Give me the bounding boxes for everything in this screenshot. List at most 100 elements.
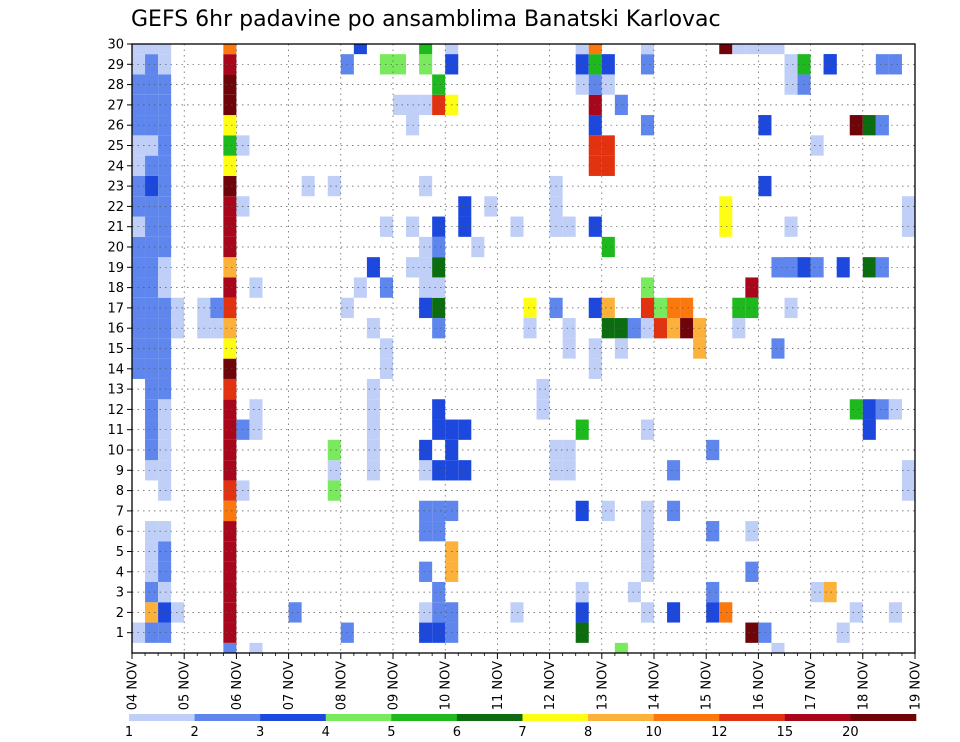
heatmap-cell <box>771 44 785 55</box>
heatmap-cell <box>680 297 694 319</box>
heatmap-cell <box>810 581 824 603</box>
y-tick-label: 6 <box>116 525 124 540</box>
heatmap-cell <box>575 602 589 623</box>
heatmap-cell <box>223 175 237 197</box>
heatmap-cell <box>432 581 446 603</box>
heatmap-cell <box>223 480 237 501</box>
heatmap-cell <box>158 115 172 136</box>
heatmap-cell <box>145 236 159 258</box>
heatmap-cell <box>223 44 237 55</box>
y-tick-label: 19 <box>107 261 124 276</box>
y-tick-label: 28 <box>107 78 124 93</box>
heatmap-cell <box>432 622 446 643</box>
heatmap-cell <box>366 318 380 339</box>
y-tick-label: 22 <box>107 200 124 215</box>
heatmap-cell <box>210 318 224 339</box>
heatmap-cell <box>536 378 550 400</box>
heatmap-cell <box>849 399 863 420</box>
heatmap-cell <box>640 44 654 55</box>
heatmap-cell <box>523 318 537 339</box>
heatmap-cell <box>145 419 159 440</box>
heatmap-cell <box>145 460 159 481</box>
heatmap-cell <box>419 439 433 461</box>
heatmap-cell <box>223 521 237 542</box>
heatmap-cell <box>366 419 380 440</box>
heatmap-cell <box>706 581 720 603</box>
heatmap-cell <box>171 602 185 623</box>
heatmap-cell <box>145 94 159 116</box>
heatmap-cell <box>745 561 759 582</box>
colorbar-label: 3 <box>256 725 264 740</box>
heatmap-cell <box>419 94 433 116</box>
heatmap-cell <box>366 439 380 461</box>
heatmap-cell <box>745 44 759 55</box>
y-tick-label: 24 <box>107 159 124 174</box>
heatmap-cell <box>158 439 172 461</box>
heatmap-cell <box>810 257 824 278</box>
heatmap-cell <box>640 297 654 319</box>
heatmap-cell <box>158 277 172 298</box>
heatmap-cell <box>784 74 798 95</box>
heatmap-cell <box>419 175 433 197</box>
x-tick-label: 09 NOV <box>387 661 402 710</box>
heatmap-cell <box>667 318 681 339</box>
heatmap-cell <box>366 460 380 481</box>
heatmap-cell <box>419 500 433 522</box>
colorbar: 1 2 3 4 5 6 7 8 10 12 15 20 <box>125 714 917 740</box>
heatmap-cell <box>145 297 159 319</box>
heatmap-cell <box>419 602 433 623</box>
colorbar-swatch <box>719 714 786 721</box>
heatmap-cell <box>419 277 433 298</box>
heatmap-cell <box>327 460 341 481</box>
heatmap-cell <box>732 318 746 339</box>
heatmap-cell <box>432 419 446 440</box>
heatmap-cell <box>510 216 524 237</box>
heatmap-cell <box>575 581 589 603</box>
heatmap-cell <box>562 318 576 339</box>
heatmap-cell <box>288 602 302 623</box>
x-tick-label: 16 NOV <box>752 661 767 710</box>
colorbar-swatch <box>194 714 261 721</box>
heatmap-cell <box>432 318 446 339</box>
y-tick-label: 14 <box>107 362 124 377</box>
y-tick-label: 18 <box>107 281 124 296</box>
y-tick-label: 17 <box>107 301 124 316</box>
y-tick-label: 20 <box>107 241 124 256</box>
heatmap-cell <box>145 74 159 95</box>
y-tick-label: 7 <box>116 504 124 519</box>
heatmap-cell <box>445 44 459 55</box>
heatmap-cell <box>432 216 446 237</box>
heatmap-cell <box>823 54 837 75</box>
heatmap-cell <box>249 277 263 298</box>
heatmap-cell <box>745 622 759 643</box>
y-tick-label: 21 <box>107 220 124 235</box>
heatmap-cell <box>327 175 341 197</box>
heatmap-cell <box>223 135 237 156</box>
heatmap-cell <box>601 500 615 522</box>
heatmap-cell <box>158 236 172 258</box>
y-tick-label: 23 <box>107 180 124 195</box>
heatmap-cell <box>145 602 159 623</box>
heatmap-cell <box>158 480 172 501</box>
heatmap-cell <box>640 277 654 298</box>
heatmap-cell <box>223 602 237 623</box>
heatmap-cell <box>575 419 589 440</box>
heatmap-cell <box>784 257 798 278</box>
heatmap-cell <box>745 297 759 319</box>
heatmap-cell <box>223 155 237 176</box>
colorbar-label: 8 <box>584 725 592 740</box>
y-tick-label: 5 <box>116 545 124 560</box>
y-tick-label: 9 <box>116 464 124 479</box>
heatmap-cell <box>210 297 224 319</box>
heatmap-cell <box>158 74 172 95</box>
heatmap-cell <box>158 561 172 582</box>
colorbar-label: 4 <box>322 725 330 740</box>
heatmap-cell <box>745 521 759 542</box>
heatmap-cell <box>614 338 628 359</box>
heatmap-cell <box>158 94 172 116</box>
heatmap-cell <box>223 460 237 481</box>
heatmap-cell <box>601 236 615 258</box>
heatmap-cell <box>432 500 446 522</box>
heatmap-cell <box>419 236 433 258</box>
heatmap-cell <box>888 54 902 75</box>
